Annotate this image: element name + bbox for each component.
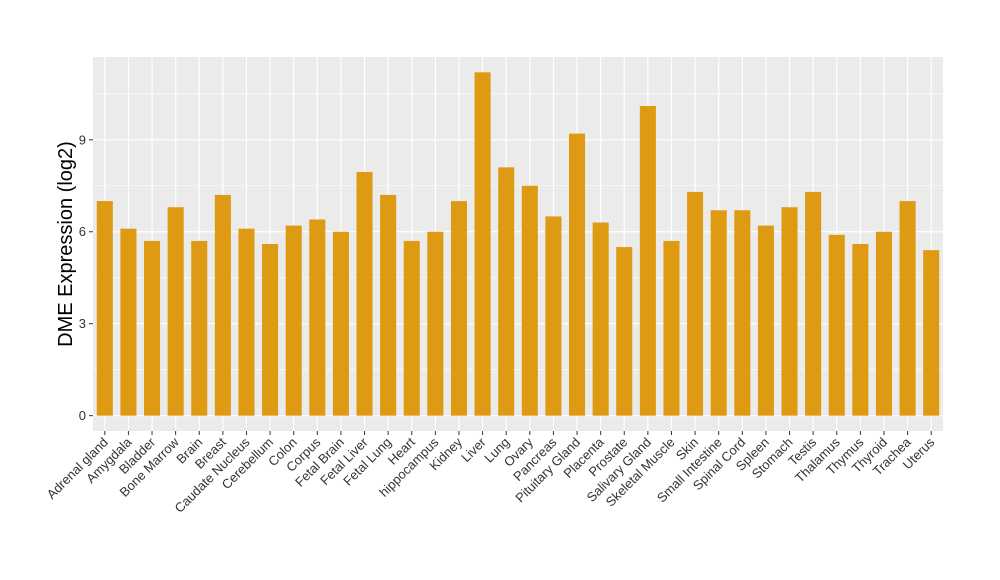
bar (238, 228, 255, 416)
y-tick-label: 0 (79, 408, 86, 423)
bar (285, 225, 302, 416)
bar (96, 201, 113, 416)
bar (828, 234, 845, 416)
plot-panel (93, 57, 943, 431)
bar (521, 185, 538, 416)
bar (450, 201, 467, 416)
bar (120, 228, 137, 416)
bar (757, 225, 774, 416)
bar (167, 207, 184, 416)
bar (781, 207, 798, 416)
bar (356, 171, 373, 416)
bar (498, 167, 515, 416)
bar (380, 194, 397, 416)
bar (474, 72, 491, 416)
bar (710, 210, 727, 416)
x-tick-label: Liver (458, 434, 489, 465)
bar (403, 240, 420, 416)
bar (852, 244, 869, 416)
bar (899, 201, 916, 416)
bar (616, 247, 633, 416)
bars (96, 72, 940, 416)
bar (144, 240, 161, 416)
bar (262, 244, 279, 416)
bar (309, 219, 326, 416)
bar (734, 210, 751, 416)
bar (687, 191, 704, 416)
bar (332, 231, 349, 416)
minor-gridlines (93, 93, 943, 370)
bar (214, 194, 231, 416)
bar (545, 216, 562, 416)
bar (569, 133, 586, 416)
y-tick-label: 3 (79, 316, 86, 331)
bar (639, 106, 656, 416)
bar (805, 191, 822, 416)
y-tick-label: 6 (79, 224, 86, 239)
bar (191, 240, 208, 416)
bar (875, 231, 892, 416)
y-tick-label: 9 (79, 132, 86, 147)
bar (592, 222, 609, 416)
y-axis-title: DME Expression (log2) (55, 141, 77, 347)
y-axis: 0 3 6 9 (79, 132, 93, 423)
bar (923, 250, 940, 416)
bar (663, 240, 680, 416)
bar (427, 231, 444, 416)
